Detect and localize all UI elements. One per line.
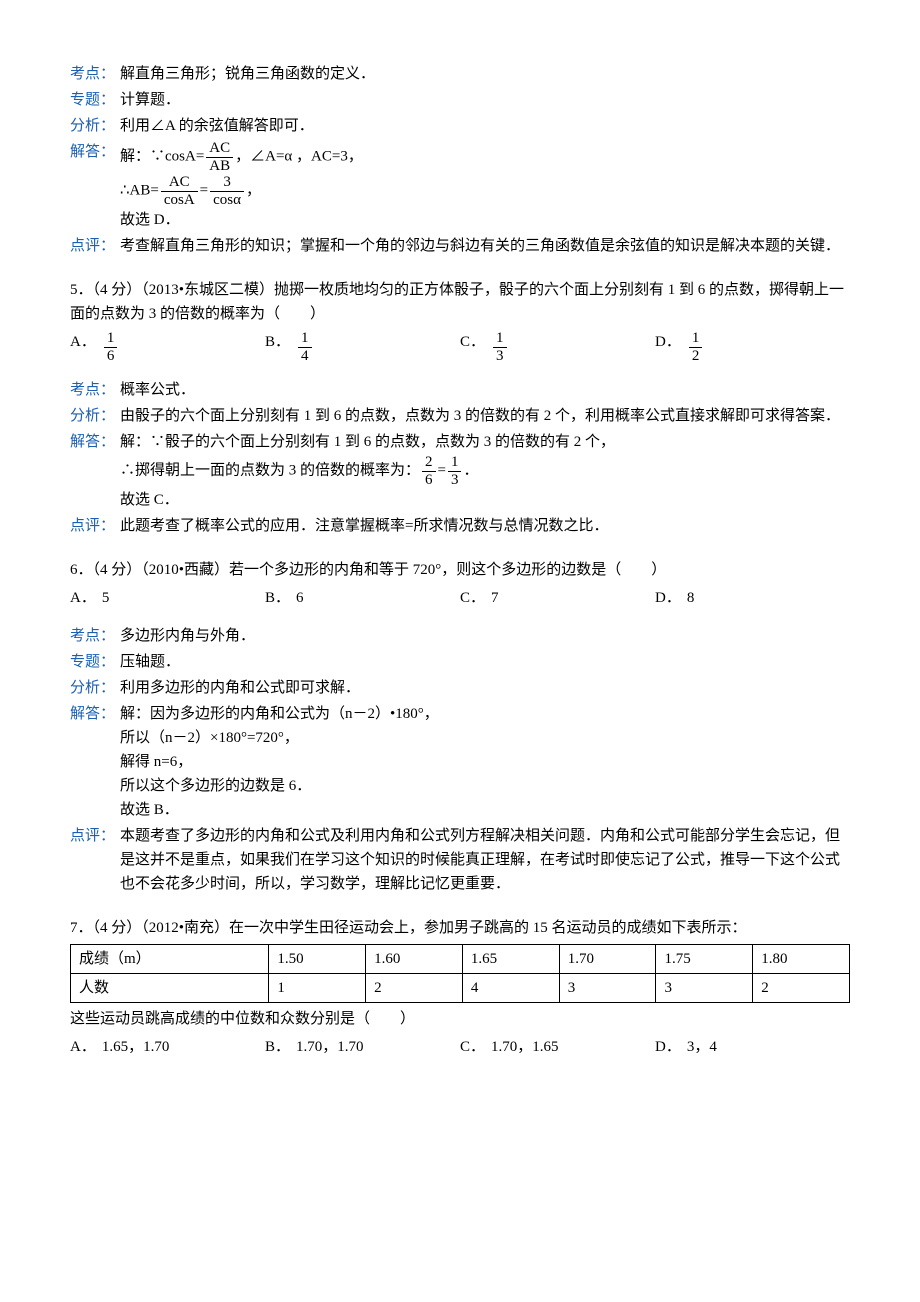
- q5-jieda: 解答： 解：∵骰子的六个面上分别刻有 1 到 6 的点数，点数为 3 的倍数的有…: [70, 430, 850, 512]
- q5-opt-a: A．16: [70, 330, 265, 364]
- eq: =: [200, 182, 208, 198]
- q6-jieda: 解答： 解：因为多边形的内角和公式为（n－2）•180°， 所以（n－2）×18…: [70, 702, 850, 822]
- frac-ac-ab: ACAB: [206, 140, 233, 174]
- frac-3-cosalpha: 3cosα: [210, 174, 244, 208]
- label-jieda: 解答：: [70, 140, 120, 164]
- q6-stem: 6．（4 分）（2010•西藏）若一个多边形的内角和等于 720°，则这个多边形…: [70, 558, 850, 582]
- q6-options: A．5 B．6 C．7 D．8: [70, 586, 850, 610]
- label-dianping: 点评：: [70, 234, 120, 258]
- frac-1-2: 12: [689, 330, 703, 364]
- q6-zhuanti: 专题： 压轴题．: [70, 650, 850, 674]
- q7-opt-a: A．1.65，1.70: [70, 1035, 265, 1059]
- frac-1-6: 16: [104, 330, 118, 364]
- q4-jieda-pre: 解：∵cosA=: [120, 148, 204, 164]
- q7-opt-b: B．1.70，1.70: [265, 1035, 460, 1059]
- q7-opt-c: C．1.70，1.65: [460, 1035, 655, 1059]
- frac-ac-cosa: ACcosA: [161, 174, 198, 208]
- q5-dianping: 点评： 此题考查了概率公式的应用．注意掌握概率=所求情况数与总情况数之比．: [70, 514, 850, 538]
- q4-line2-pre: ∴AB=: [120, 182, 159, 198]
- comma: ，: [246, 182, 261, 198]
- q4-zhuanti-text: 计算题．: [120, 88, 850, 112]
- q6-jieda-body: 解：因为多边形的内角和公式为（n－2）•180°， 所以（n－2）×180°=7…: [120, 702, 850, 822]
- frac-2-6: 26: [422, 454, 436, 488]
- q4-fenxi-text: 利用∠A 的余弦值解答即可．: [120, 114, 850, 138]
- q4-jieda-body: 解：∵cosA=ACAB，∠A=α ，AC=3， ∴AB=ACcosA=3cos…: [120, 140, 850, 232]
- q4-jieda-mid: ，∠A=α ，AC=3，: [235, 148, 363, 164]
- q6-opt-b: B．6: [265, 586, 460, 610]
- q5-opt-b: B．14: [265, 330, 460, 364]
- table-row: 成绩（m） 1.50 1.60 1.65 1.70 1.75 1.80: [71, 945, 850, 974]
- q6-opt-d: D．8: [655, 586, 850, 610]
- q4-dianping-text: 考查解直角三角形的知识；掌握和一个角的邻边与斜边有关的三角函数值是余弦值的知识是…: [120, 234, 850, 258]
- q6-opt-c: C．7: [460, 586, 655, 610]
- q6-fenxi: 分析： 利用多边形的内角和公式即可求解．: [70, 676, 850, 700]
- q4-kaodian: 考点： 解直角三角形；锐角三角函数的定义．: [70, 62, 850, 86]
- q5-jieda-body: 解：∵骰子的六个面上分别刻有 1 到 6 的点数，点数为 3 的倍数的有 2 个…: [120, 430, 850, 512]
- q5-opt-d: D．12: [655, 330, 850, 364]
- q7-stem: 7．（4 分）（2012•南充）在一次中学生田径运动会上，参加男子跳高的 15 …: [70, 916, 850, 940]
- q6-kaodian: 考点： 多边形内角与外角．: [70, 624, 850, 648]
- q4-zhuanti: 专题： 计算题．: [70, 88, 850, 112]
- q7-options: A．1.65，1.70 B．1.70，1.70 C．1.70，1.65 D．3，…: [70, 1035, 850, 1059]
- q5-kaodian: 考点： 概率公式．: [70, 378, 850, 402]
- q6-dianping: 点评： 本题考查了多边形的内角和公式及利用内角和公式列方程解决相关问题．内角和公…: [70, 824, 850, 896]
- q7-tail: 这些运动员跳高成绩的中位数和众数分别是（ ）: [70, 1007, 850, 1031]
- q6-opt-a: A．5: [70, 586, 265, 610]
- frac-1-4: 14: [298, 330, 312, 364]
- q5-fenxi: 分析： 由骰子的六个面上分别刻有 1 到 6 的点数，点数为 3 的倍数的有 2…: [70, 404, 850, 428]
- q4-fenxi: 分析： 利用∠A 的余弦值解答即可．: [70, 114, 850, 138]
- q4-jieda: 解答： 解：∵cosA=ACAB，∠A=α ，AC=3， ∴AB=ACcosA=…: [70, 140, 850, 232]
- label-kaodian: 考点：: [70, 62, 120, 86]
- q4-dianping: 点评： 考查解直角三角形的知识；掌握和一个角的邻边与斜边有关的三角函数值是余弦值…: [70, 234, 850, 258]
- table-row: 人数 1 2 4 3 3 2: [71, 974, 850, 1003]
- q5-opt-c: C．13: [460, 330, 655, 364]
- q4-kaodian-text: 解直角三角形；锐角三角函数的定义．: [120, 62, 850, 86]
- frac-1-3b: 13: [448, 454, 462, 488]
- label-zhuanti: 专题：: [70, 88, 120, 112]
- frac-1-3: 13: [493, 330, 507, 364]
- q7-opt-d: D．3，4: [655, 1035, 850, 1059]
- q5-options: A．16 B．14 C．13 D．12: [70, 330, 850, 364]
- label-fenxi: 分析：: [70, 114, 120, 138]
- q4-line3: 故选 D．: [120, 212, 180, 228]
- q5-stem: 5．（4 分）（2013•东城区二模）抛掷一枚质地均匀的正方体骰子，骰子的六个面…: [70, 278, 850, 326]
- q7-table: 成绩（m） 1.50 1.60 1.65 1.70 1.75 1.80 人数 1…: [70, 944, 850, 1003]
